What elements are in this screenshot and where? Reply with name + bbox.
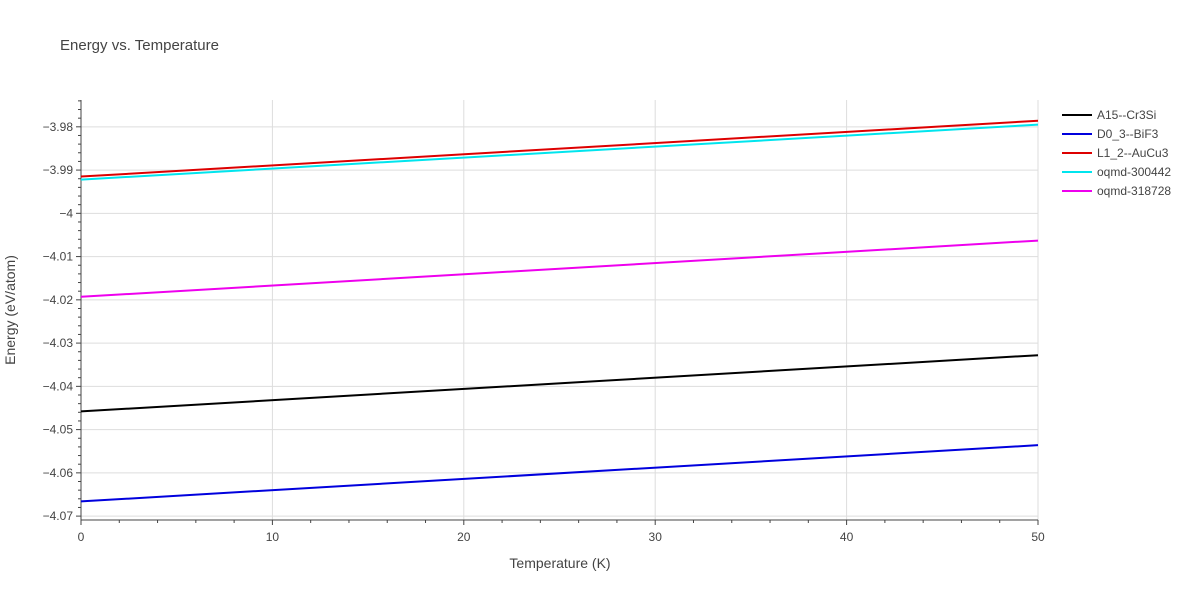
axes: 0 10 20 30 40 50 −3.98 −3.99 −4 −4.01 −4.02 −4.03 −4… [43, 100, 1045, 544]
x-tick-label: 40 [840, 530, 854, 544]
series-layer [80, 119, 1039, 503]
legend-label: D0_3--BiF3 [1097, 127, 1159, 141]
y-tick-label: −4 [59, 206, 73, 220]
y-tick-label: −3.98 [43, 120, 74, 134]
grid-lines [81, 100, 1039, 520]
series-line [80, 123, 1039, 181]
series-line [80, 444, 1039, 503]
legend-item[interactable]: L1_2--AuCu3 [1062, 146, 1169, 160]
legend-item[interactable]: oqmd-300442 [1062, 165, 1171, 179]
legend-item[interactable]: D0_3--BiF3 [1062, 127, 1159, 141]
y-tick-label: −4.05 [43, 423, 74, 437]
y-tick-label: −4.06 [43, 466, 74, 480]
x-axis-label: Temperature (K) [509, 555, 610, 571]
x-tick-label: 10 [266, 530, 280, 544]
y-tick-label: −4.02 [43, 293, 74, 307]
legend[interactable]: A15--Cr3Si D0_3--BiF3 L1_2--AuCu3 oqmd-3004… [1062, 108, 1171, 198]
legend-label: A15--Cr3Si [1097, 108, 1156, 122]
legend-item[interactable]: oqmd-318728 [1062, 184, 1171, 198]
y-tick-label: −4.01 [43, 250, 74, 264]
series-line [80, 119, 1039, 178]
x-tick-label: 50 [1031, 530, 1045, 544]
y-axis-label: Energy (eV/atom) [2, 255, 18, 365]
x-tick-label: 0 [78, 530, 85, 544]
series-line [80, 354, 1039, 413]
x-tick-label: 30 [649, 530, 663, 544]
y-tick-label: −4.07 [43, 509, 74, 523]
x-tick-label: 20 [457, 530, 471, 544]
legend-item[interactable]: A15--Cr3Si [1062, 108, 1156, 122]
legend-label: L1_2--AuCu3 [1097, 146, 1169, 160]
y-tick-label: −4.03 [43, 336, 74, 350]
legend-label: oqmd-318728 [1097, 184, 1171, 198]
legend-label: oqmd-300442 [1097, 165, 1171, 179]
series-line [80, 239, 1039, 298]
y-tick-label: −4.04 [43, 379, 74, 393]
chart-title: Energy vs. Temperature [60, 37, 219, 54]
y-tick-label: −3.99 [43, 163, 74, 177]
